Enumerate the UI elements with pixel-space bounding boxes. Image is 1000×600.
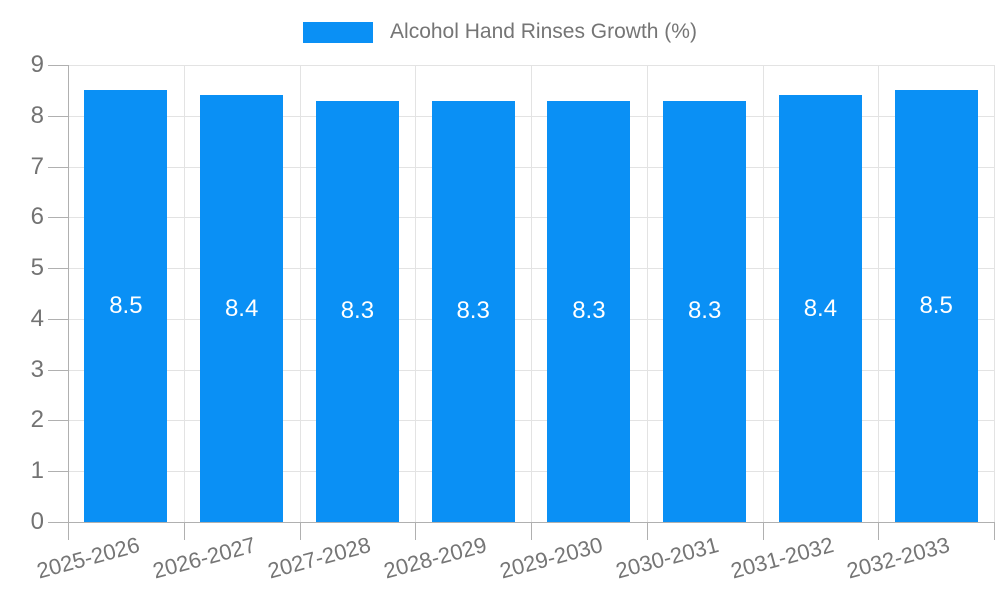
bar[interactable]: 8.3 — [315, 100, 399, 522]
y-tick-label: 7 — [30, 152, 44, 180]
y-tick-mark — [48, 522, 68, 523]
x-tick-mark — [183, 522, 185, 540]
y-tick-label: 9 — [30, 51, 44, 78]
y-tick-label: 5 — [30, 254, 44, 282]
y-tick-label: 3 — [30, 355, 44, 383]
bar-value-label: 8.3 — [687, 297, 722, 325]
y-tick-mark — [48, 115, 68, 117]
y-tick-mark — [48, 318, 68, 320]
bar[interactable]: 8.3 — [547, 100, 631, 522]
bar-value-label: 8.3 — [340, 297, 375, 325]
x-gridline — [415, 65, 417, 522]
bar-value-label: 8.5 — [919, 292, 953, 320]
x-tick-mark — [762, 522, 764, 540]
x-tick-label: 2026-2027 — [149, 532, 258, 584]
x-tick-label: 2027-2028 — [265, 532, 374, 584]
bar[interactable]: 8.3 — [431, 100, 515, 522]
x-tick-label: 2031-2032 — [728, 532, 837, 584]
x-tick-label: 2025-2026 — [33, 532, 143, 584]
bar-value-label: 8.4 — [224, 294, 259, 322]
y-tick-mark — [48, 217, 68, 219]
x-tick-label: 2030-2031 — [612, 532, 721, 584]
bar[interactable]: 8.5 — [894, 90, 978, 522]
x-gridline — [299, 65, 301, 522]
legend-label: Alcohol Hand Rinses Growth (%) — [390, 20, 697, 43]
bar[interactable]: 8.3 — [663, 100, 747, 522]
legend-swatch — [303, 21, 374, 43]
x-tick-mark — [415, 522, 417, 540]
x-tick-mark — [994, 522, 995, 540]
y-tick-mark — [48, 166, 68, 168]
x-tick-label: 2032-2033 — [844, 532, 953, 584]
y-axis-line — [68, 65, 69, 522]
y-tick-label: 6 — [30, 203, 44, 231]
y-tick-mark — [48, 369, 68, 371]
x-tick-mark — [531, 522, 532, 540]
x-gridline — [646, 65, 648, 522]
y-tick-mark — [48, 268, 68, 270]
bar-value-label: 8.4 — [803, 294, 838, 322]
x-gridline — [531, 65, 532, 522]
bar[interactable]: 8.5 — [84, 90, 168, 522]
x-tick-mark — [68, 522, 69, 540]
chart-legend[interactable]: Alcohol Hand Rinses Growth (%) — [0, 20, 1000, 44]
y-tick-label: 1 — [30, 457, 44, 485]
y-tick-mark — [48, 471, 68, 473]
x-tick-mark — [299, 522, 301, 540]
bar[interactable]: 8.4 — [778, 95, 862, 522]
bar-value-label: 8.5 — [109, 292, 143, 320]
x-tick-label: 2028-2029 — [381, 532, 490, 584]
y-tick-mark — [48, 420, 68, 422]
y-tick-label: 4 — [30, 304, 44, 332]
bar-value-label: 8.3 — [572, 297, 606, 325]
x-gridline — [994, 65, 995, 522]
x-tick-label: 2029-2030 — [496, 532, 606, 584]
x-gridline — [762, 65, 764, 522]
y-tick-mark — [48, 65, 68, 66]
x-gridline — [183, 65, 185, 522]
x-gridline — [878, 65, 880, 522]
x-tick-mark — [646, 522, 648, 540]
y-tick-label: 0 — [30, 508, 44, 535]
bar-value-label: 8.3 — [456, 297, 490, 325]
y-tick-label: 8 — [30, 101, 44, 129]
y-tick-label: 2 — [30, 406, 44, 434]
x-tick-mark — [878, 522, 880, 540]
bar[interactable]: 8.4 — [200, 95, 284, 522]
